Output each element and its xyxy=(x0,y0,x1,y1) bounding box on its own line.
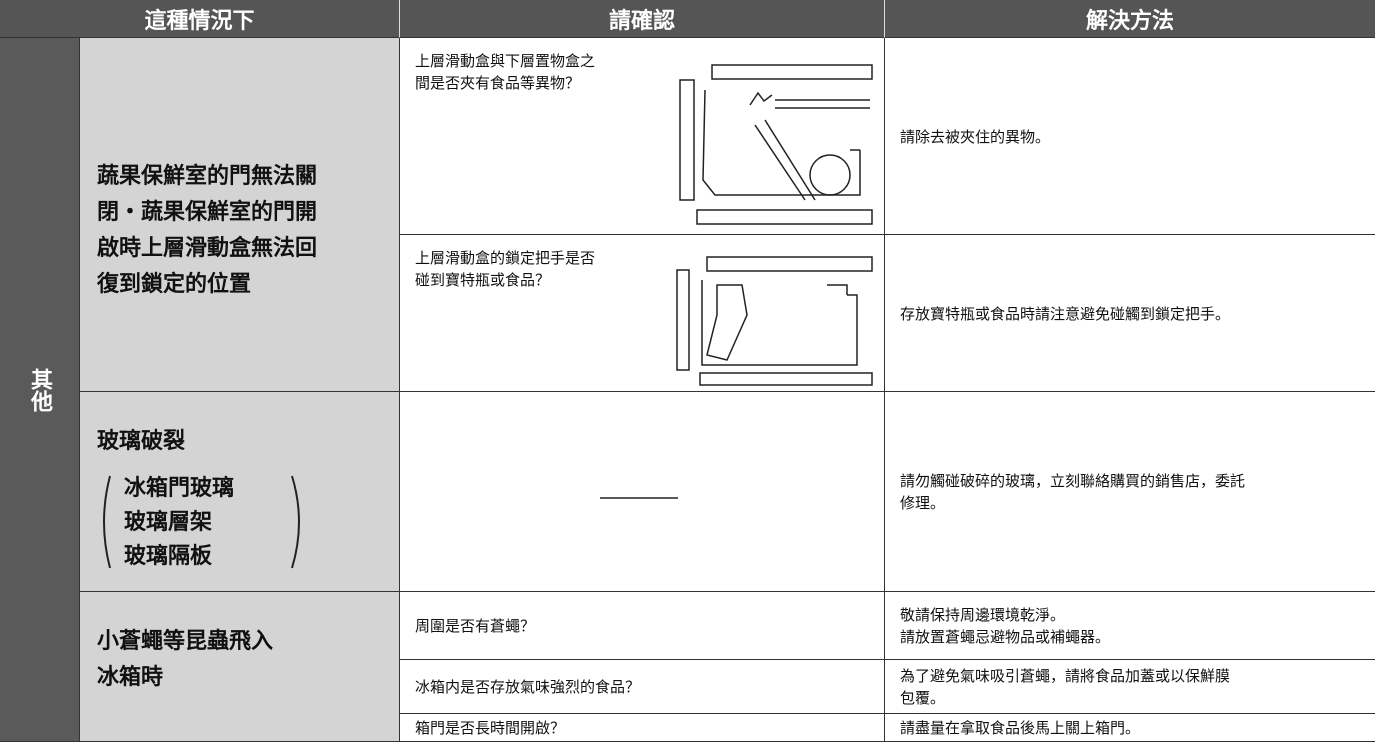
solution-text: 包覆。 xyxy=(900,689,946,707)
check-cell xyxy=(400,38,885,235)
situation-line: 冰箱時 xyxy=(97,665,164,690)
check-text: 間是否夾有食品等異物？ xyxy=(415,74,581,92)
solution-cell xyxy=(885,38,1375,235)
check-text: 上層滑動盒與下層置物盒之 xyxy=(415,52,596,70)
situation-cell xyxy=(80,38,400,392)
check-cell xyxy=(400,235,885,392)
solution-text: 存放寶特瓶或食品時請注意避免碰觸到鎖定把手。 xyxy=(900,304,1231,323)
check-text: 冰箱内是否存放氣味強烈的食品？ xyxy=(415,678,641,696)
check-cell xyxy=(400,392,885,592)
illustration xyxy=(676,256,873,386)
situation-line: 小蒼蠅等昆蟲飛入 xyxy=(97,629,274,654)
solution-text: 為了避免氣味吸引蒼蠅，請將食品加蓋或以保鮮膜 xyxy=(900,667,1231,685)
situation-line: 復到鎖定的位置 xyxy=(97,272,252,297)
category-cell: 其他 xyxy=(0,38,80,742)
illustration xyxy=(679,64,873,225)
situation-line: 蔬果保鮮室的門無法關 xyxy=(97,164,318,189)
situation-cell xyxy=(80,592,400,742)
check-text: 箱門是否長時間開啟？ xyxy=(415,719,566,737)
category: 其他 xyxy=(27,368,52,412)
check-cell xyxy=(400,592,885,660)
dash xyxy=(600,497,678,499)
situation-line: 玻璃破裂 xyxy=(97,429,186,454)
check-text: 周圍是否有蒼蠅？ xyxy=(415,617,536,635)
bracket xyxy=(103,475,300,569)
solution-text: 敬請保持周邊環境乾淨。 xyxy=(900,606,1066,624)
solution-text: 請除去被夾住的異物。 xyxy=(900,127,1051,146)
situation-cell xyxy=(80,392,400,592)
situation-item: 玻璃層架 xyxy=(124,510,213,535)
check-cell xyxy=(400,660,885,714)
situation-line: 閉・蔬果保鮮室的門開 xyxy=(97,200,318,225)
header-cell: 解決方法 xyxy=(885,0,1375,38)
solution-text: 請盡量在拿取食品後馬上關上箱門。 xyxy=(900,719,1141,737)
situation-item: 冰箱門玻璃 xyxy=(124,476,235,501)
solution-cell xyxy=(885,392,1375,592)
solution-cell xyxy=(885,235,1375,392)
solution-text: 修理。 xyxy=(900,494,946,512)
header-cell: 請確認 xyxy=(400,0,885,38)
header-cell: 這種情況下 xyxy=(0,0,400,38)
solution-cell xyxy=(885,592,1375,660)
solution-text: 請放置蒼蠅忌避物品或補蠅器。 xyxy=(900,628,1111,646)
situation-line: 啟時上層滑動盒無法回 xyxy=(97,236,318,261)
situation-item: 玻璃隔板 xyxy=(124,544,213,569)
solution-cell xyxy=(885,660,1375,714)
check-text: 碰到寶特瓶或食品？ xyxy=(415,271,551,289)
check-text: 上層滑動盒的鎖定把手是否 xyxy=(415,249,596,267)
solution-text: 請勿觸碰破碎的玻璃，立刻聯絡購買的銷售店，委託 xyxy=(900,472,1246,490)
